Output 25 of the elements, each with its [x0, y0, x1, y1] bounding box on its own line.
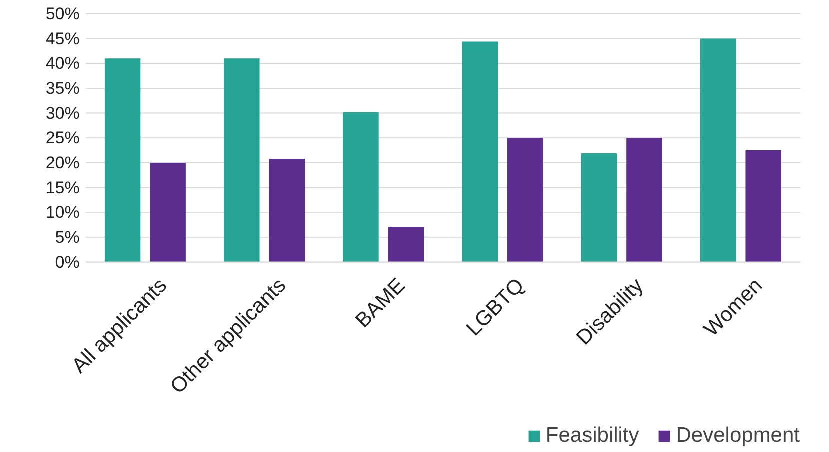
bar [343, 112, 379, 262]
bar [269, 158, 306, 262]
y-tick-label: 0% [55, 252, 80, 272]
legend-label: Development [676, 424, 800, 448]
y-tick-label: 15% [46, 178, 80, 198]
y-tick-label: 45% [46, 29, 80, 48]
bar [508, 138, 544, 262]
legend-label: Feasibility [546, 424, 640, 448]
bar [700, 38, 736, 262]
y-tick-label: 35% [46, 78, 80, 98]
bar [104, 58, 141, 262]
bar [746, 150, 782, 262]
y-tick-label: 30% [46, 104, 80, 123]
y-tick-label: 50% [46, 4, 80, 24]
y-tick-label: 5% [55, 228, 80, 247]
y-tick-label: 40% [46, 54, 80, 74]
bar [626, 138, 662, 262]
y-tick-label: 20% [46, 153, 80, 172]
bar [224, 58, 260, 262]
y-tick-label: 25% [46, 128, 80, 148]
bar [581, 154, 618, 262]
y-tick-label: 10% [46, 203, 80, 222]
bar [462, 42, 498, 262]
bar [388, 227, 424, 262]
bar [150, 162, 186, 262]
